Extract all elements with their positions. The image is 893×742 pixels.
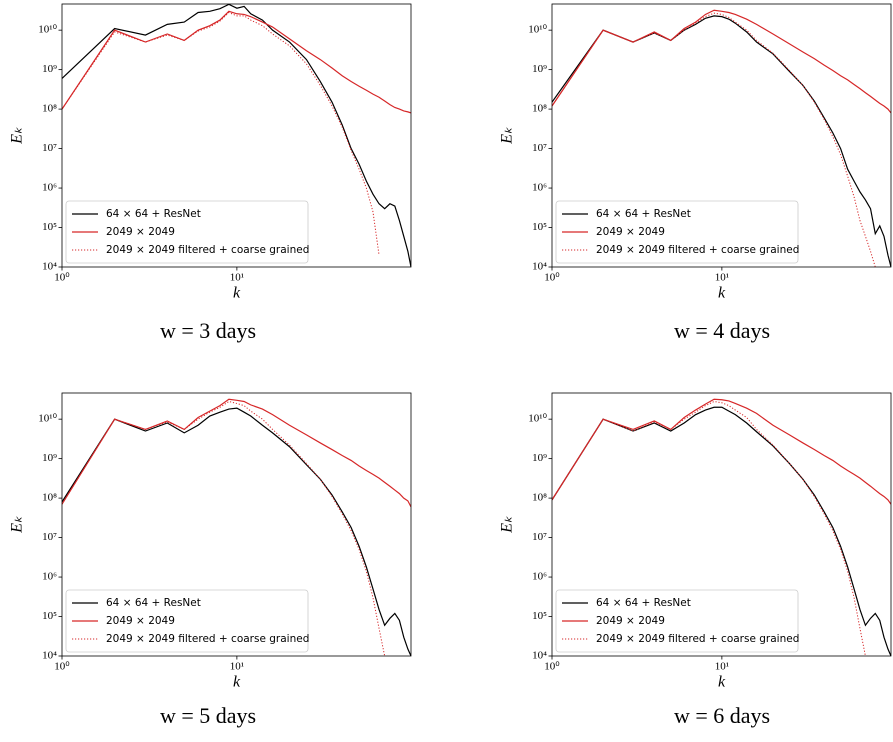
x-axis-label: k <box>718 674 726 691</box>
y-tick-label: 10⁴ <box>42 261 57 273</box>
x-tick-label: 10⁰ <box>54 661 70 673</box>
y-tick-label: 10¹⁰ <box>38 413 57 425</box>
y-tick-label: 10⁹ <box>532 452 547 464</box>
legend-label: 2049 × 2049 filtered + coarse grained <box>106 633 309 645</box>
x-tick-label: 10¹ <box>230 661 244 673</box>
y-tick-label: 10⁴ <box>42 650 57 662</box>
y-tick-label: 10¹⁰ <box>528 24 547 36</box>
y-tick-label: 10⁴ <box>532 261 547 273</box>
series-line <box>62 10 411 114</box>
x-axis-label: k <box>233 285 241 302</box>
y-axis-label: Eₖ <box>499 127 516 145</box>
legend-box <box>65 589 309 653</box>
legend-label: 2049 × 2049 <box>596 226 665 238</box>
legend-label: 64 × 64 + ResNet <box>596 597 691 609</box>
y-tick-label: 10⁶ <box>532 182 547 194</box>
y-tick-label: 10⁷ <box>532 142 547 154</box>
legend-box <box>555 589 799 653</box>
y-tick-label: 10¹⁰ <box>38 24 57 36</box>
legend: 64 × 64 + ResNet 2049 × 2049 2049 × 2049 f… <box>65 200 309 264</box>
y-tick-label: 10⁶ <box>532 571 547 583</box>
x-axis-label: k <box>233 674 241 691</box>
legend: 64 × 64 + ResNet 2049 × 2049 2049 × 2049 f… <box>555 200 799 264</box>
y-axis-label: Eₖ <box>9 516 26 534</box>
y-axis-label: Eₖ <box>9 127 26 145</box>
axes-frame <box>551 3 892 268</box>
y-axis-label: Eₖ <box>499 516 516 534</box>
y-tick-label: 10¹⁰ <box>528 413 547 425</box>
axes-frame <box>61 3 412 268</box>
y-tick-label: 10⁸ <box>532 492 547 504</box>
x-tick-label: 10⁰ <box>544 661 560 673</box>
x-tick-label: 10¹ <box>715 661 729 673</box>
legend-label: 64 × 64 + ResNet <box>596 208 691 220</box>
series-line <box>552 15 891 267</box>
plot-lines <box>552 398 891 656</box>
series-line <box>62 4 411 267</box>
y-tick-label: 10⁵ <box>42 610 57 622</box>
series-line <box>552 406 891 656</box>
x-tick-label: 10¹ <box>715 272 729 284</box>
panel-caption: w = 3 days <box>160 318 256 343</box>
x-tick-label: 10⁰ <box>54 272 70 284</box>
legend-label: 64 × 64 + ResNet <box>106 208 201 220</box>
panel-caption: w = 5 days <box>160 703 256 728</box>
plot-lines <box>552 9 891 267</box>
y-tick-label: 10⁸ <box>532 103 547 115</box>
series-line <box>62 11 380 256</box>
y-tick-label: 10⁶ <box>42 571 57 583</box>
y-tick-label: 10⁹ <box>42 63 57 75</box>
panel-caption: w = 4 days <box>674 318 770 343</box>
x-axis-label: k <box>718 285 726 302</box>
legend-label: 2049 × 2049 filtered + coarse grained <box>596 244 799 256</box>
y-tick-label: 10⁵ <box>532 221 547 233</box>
y-tick-label: 10⁵ <box>532 610 547 622</box>
axes-frame <box>61 392 412 657</box>
y-tick-label: 10⁷ <box>42 142 57 154</box>
y-tick-label: 10⁷ <box>532 531 547 543</box>
axes-frame <box>551 392 892 657</box>
y-tick-label: 10⁹ <box>532 63 547 75</box>
legend: 64 × 64 + ResNet 2049 × 2049 2049 × 2049 f… <box>555 589 799 653</box>
series-line <box>62 400 386 656</box>
y-tick-label: 10⁸ <box>42 103 57 115</box>
series-line <box>552 398 891 505</box>
series-line <box>552 400 866 656</box>
x-tick-label: 10⁰ <box>544 272 560 284</box>
legend-box <box>65 200 309 264</box>
y-tick-label: 10⁴ <box>532 650 547 662</box>
series-line <box>62 398 411 508</box>
y-tick-label: 10⁶ <box>42 182 57 194</box>
series-line <box>62 407 411 656</box>
y-tick-label: 10⁸ <box>42 492 57 504</box>
legend-label: 2049 × 2049 filtered + coarse grained <box>106 244 309 256</box>
y-tick-label: 10⁹ <box>42 452 57 464</box>
x-tick-label: 10¹ <box>230 272 244 284</box>
legend-label: 2049 × 2049 <box>106 615 175 627</box>
series-line <box>552 12 876 267</box>
panel-caption: w = 6 days <box>674 703 770 728</box>
y-tick-label: 10⁵ <box>42 221 57 233</box>
legend: 64 × 64 + ResNet 2049 × 2049 2049 × 2049 f… <box>65 589 309 653</box>
legend-label: 2049 × 2049 <box>596 615 665 627</box>
series-line <box>552 9 891 114</box>
y-tick-label: 10⁷ <box>42 531 57 543</box>
legend-box <box>555 200 799 264</box>
plot-lines <box>62 398 411 656</box>
legend-label: 2049 × 2049 <box>106 226 175 238</box>
plot-lines <box>62 4 411 267</box>
legend-label: 64 × 64 + ResNet <box>106 597 201 609</box>
legend-label: 2049 × 2049 filtered + coarse grained <box>596 633 799 645</box>
